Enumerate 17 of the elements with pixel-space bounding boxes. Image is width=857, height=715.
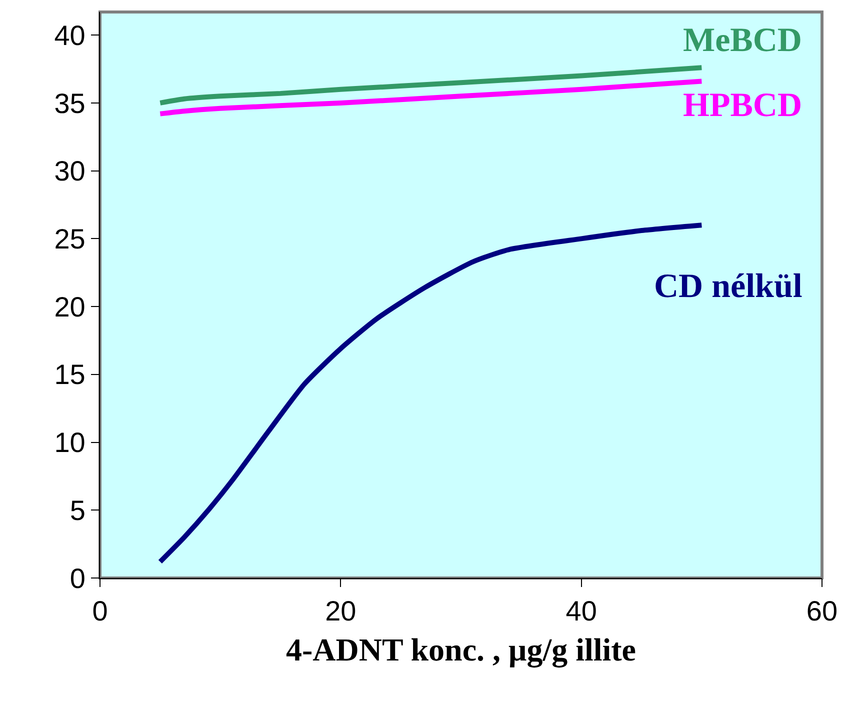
- y-tick-label: 0: [70, 562, 86, 594]
- y-tick-label: 5: [70, 494, 86, 526]
- y-tick-label: 25: [54, 223, 86, 254]
- x-tick-label: 0: [92, 596, 108, 627]
- series-label: MeBCD: [683, 22, 802, 59]
- x-axis-title: 4-ADNT konc. , μg/g illite: [286, 632, 636, 668]
- y-tick-label: 40: [54, 20, 86, 51]
- y-tick-label: 35: [54, 88, 86, 119]
- y-tick-label: 10: [54, 427, 86, 458]
- x-tick-label: 20: [325, 596, 356, 627]
- x-tick-label: 40: [566, 596, 597, 627]
- y-tick-label: 15: [54, 359, 86, 390]
- y-tick-label: 20: [54, 291, 86, 322]
- x-tick-label: 60: [806, 596, 838, 627]
- y-tick-label: 30: [54, 156, 86, 187]
- series-label: HPBCD: [683, 87, 802, 124]
- series-label: CD nélkül: [654, 268, 802, 305]
